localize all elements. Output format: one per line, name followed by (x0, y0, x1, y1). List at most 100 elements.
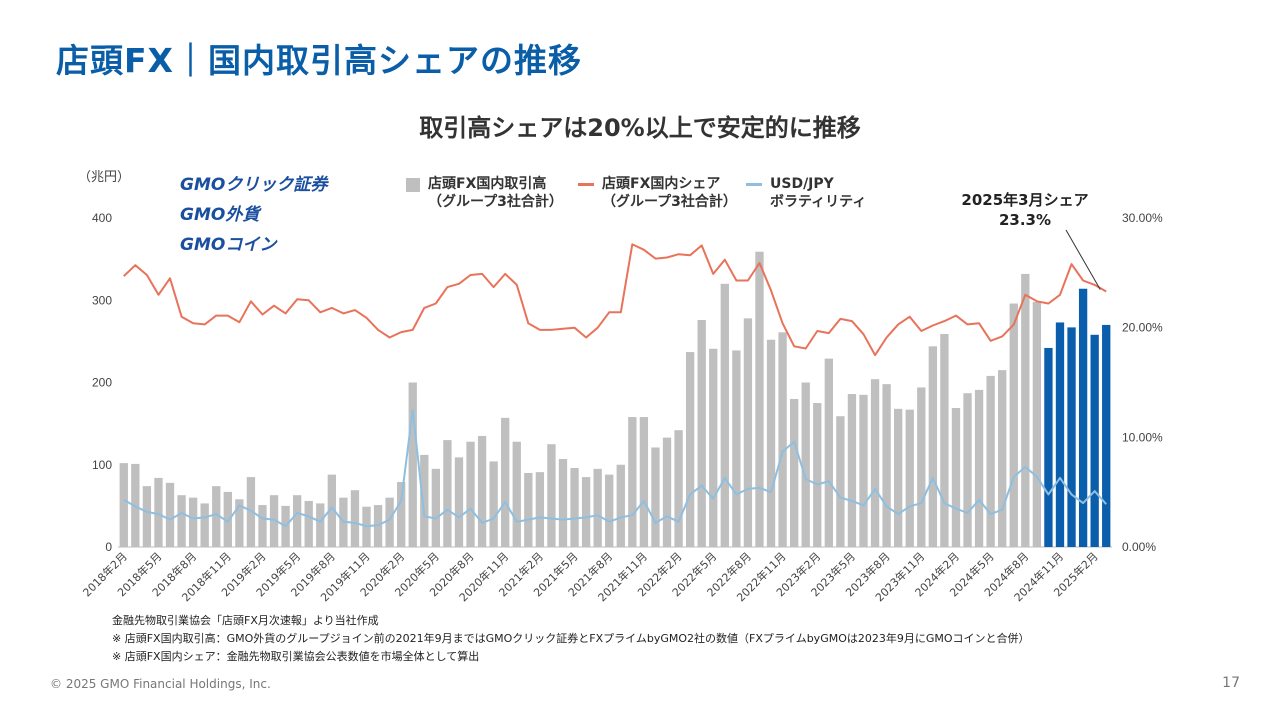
volume-bar (905, 409, 914, 547)
volume-bar (454, 457, 464, 547)
volume-bar (593, 468, 602, 547)
legend-swatch-share (578, 183, 594, 186)
gmo-coin-logo: GMOコイン (180, 235, 277, 255)
volume-bar (350, 490, 360, 547)
gmo-gaika-logo: GMO外貨 (180, 205, 260, 225)
volume-bar (512, 441, 521, 547)
volume-bar (246, 477, 256, 547)
volume-bar (235, 499, 244, 547)
volume-bar (824, 358, 833, 547)
volume-bar (882, 384, 891, 547)
note-line: 金融先物取引業協会「店頭FX月次速報」より当社作成 (112, 614, 379, 627)
volume-bar (1067, 327, 1076, 547)
volume-bar (928, 346, 938, 547)
y-left-tick-label: 0 (105, 540, 112, 554)
volume-bar (639, 417, 649, 547)
note-line: ※ 店頭FX国内取引高：GMO外貨のグループジョイン前の2021年9月まではGM… (112, 632, 1030, 645)
volume-bar (720, 283, 729, 547)
volume-bar (1090, 334, 1099, 547)
volume-bar (801, 382, 810, 547)
share-callout: 2025年3月シェア 23.3% (961, 191, 1089, 229)
volume-bar (963, 393, 972, 547)
volume-bar (327, 474, 336, 547)
volume-bar (917, 387, 926, 547)
volume-bar (1078, 288, 1088, 547)
volume-bar (304, 500, 313, 547)
volume-bar (859, 394, 868, 547)
volume-bar (177, 495, 186, 547)
volume-bar (974, 389, 984, 547)
volume-bar (998, 370, 1007, 547)
legend-item-volatility: USD/JPY ボラティリティ (746, 175, 866, 211)
volume-bar (894, 408, 903, 547)
volume-bar (836, 416, 845, 547)
y-left-tick-label: 300 (92, 293, 112, 307)
y-right-tick-label: 0.00% (1122, 540, 1156, 554)
volume-bar (951, 407, 961, 547)
share-line (123, 243, 1107, 357)
legend-label-volume: 店頭FX国内取引高 （グループ3社合計） (428, 176, 563, 210)
volume-bar (292, 495, 302, 547)
volume-bar (870, 379, 880, 547)
volume-bar (431, 468, 441, 547)
source-notes: 金融先物取引業協会「店頭FX月次速報」より当社作成 ※ 店頭FX国内取引高：GM… (112, 612, 1030, 666)
volume-bar (420, 454, 429, 547)
volume-bar (847, 394, 857, 547)
volume-bar (581, 477, 591, 547)
callout-leader-line (1065, 229, 1101, 290)
chart-title: 取引高シェアは20%以上で安定的に推移 (419, 114, 861, 142)
volume-bar (605, 474, 614, 547)
volume-bar (408, 382, 417, 547)
volume-bar (628, 417, 637, 547)
volume-bar (732, 350, 741, 547)
volume-bar (397, 482, 406, 547)
volatility-line (123, 408, 1107, 528)
volume-bar (385, 497, 394, 547)
volume-bar (535, 472, 545, 547)
copyright-footer: © 2025 GMO Financial Holdings, Inc. (50, 677, 271, 691)
volume-bar (188, 497, 198, 547)
volume-bar (269, 495, 279, 547)
note-line: ※ 店頭FX国内シェア：金融先物取引業協会公表数値を市場全体として算出 (112, 650, 480, 663)
volume-bar (165, 482, 175, 547)
volume-bar (940, 333, 949, 547)
y-right-tick-label: 20.00% (1122, 321, 1163, 335)
y-left-tick-label: 200 (92, 376, 112, 390)
volume-bar (662, 437, 672, 547)
volume-bar (258, 505, 267, 547)
gmo-click-logo: GMOクリック証券 (180, 175, 328, 195)
volume-bar (986, 375, 995, 547)
volume-bar (223, 491, 232, 547)
volume-bar (651, 447, 660, 547)
volume-bar (547, 444, 556, 547)
volume-bar (778, 332, 787, 547)
volume-bar (674, 430, 683, 547)
y-left-tick-label: 400 (92, 211, 112, 225)
volume-bar (1021, 273, 1030, 547)
y-right-tick-label: 30.00% (1122, 211, 1163, 225)
legend-item-share: 店頭FX国内シェア （グループ3社合計） (578, 175, 737, 211)
legend-swatch-volatility (746, 183, 762, 186)
volume-bar (697, 319, 706, 547)
volume-bar (316, 503, 325, 547)
y-right-tick-label: 10.00% (1122, 430, 1163, 444)
volume-bar (813, 403, 822, 547)
volume-bar (466, 441, 475, 547)
volume-bar (501, 417, 510, 547)
volume-bar (570, 468, 579, 547)
volume-bar (477, 435, 487, 547)
volume-bar (1032, 301, 1042, 547)
volume-bar (443, 440, 452, 547)
volume-bar (1044, 347, 1053, 547)
volume-bar (200, 503, 209, 547)
volume-bar (524, 472, 533, 547)
volume-bar (789, 398, 799, 547)
volume-bar (755, 251, 764, 547)
volume-bar (709, 348, 718, 547)
legend-item-volume: 店頭FX国内取引高 （グループ3社合計） (406, 175, 563, 211)
volume-bar (119, 463, 128, 547)
volume-bar (1055, 322, 1065, 547)
volume-bar (1009, 303, 1018, 547)
page-number: 17 (1222, 675, 1240, 691)
